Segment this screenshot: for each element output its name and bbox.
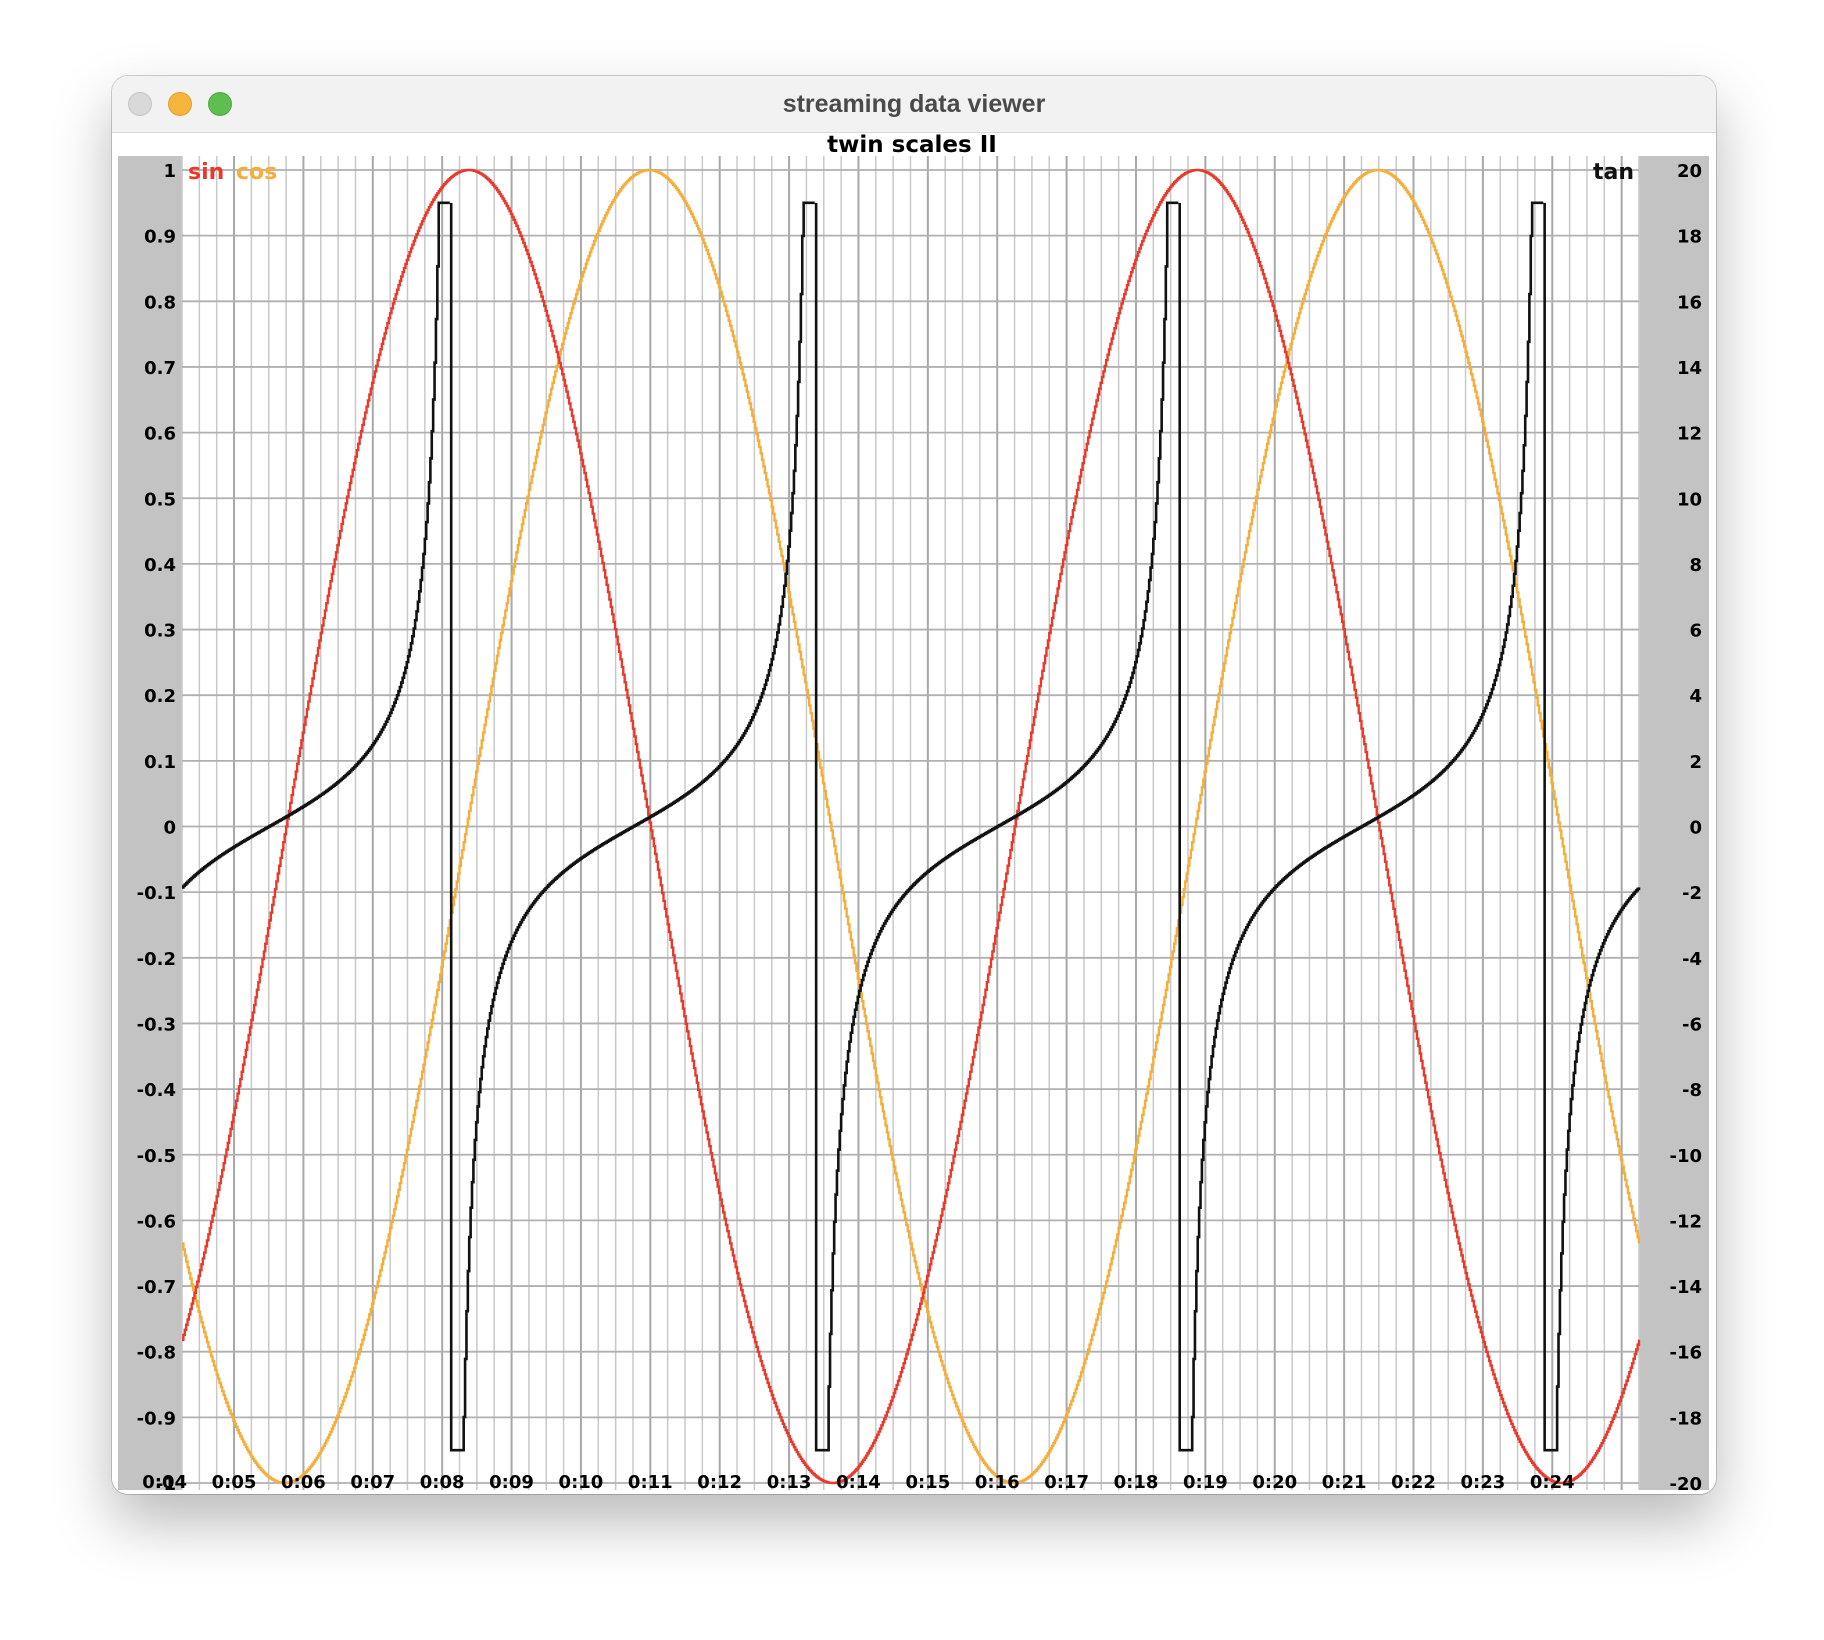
right-tick-label: -8 [1682, 1080, 1702, 1101]
x-tick-label: 0:15 [905, 1472, 950, 1493]
x-tick-label: 0:18 [1114, 1472, 1159, 1493]
left-tick-label: 0.1 [144, 752, 176, 773]
left-tick-label: 0.3 [144, 621, 176, 642]
left-tick-label: 0.9 [144, 227, 176, 248]
x-tick-label: 0:16 [975, 1472, 1020, 1493]
x-tick-label: 0:13 [767, 1472, 812, 1493]
right-tick-label: -10 [1669, 1146, 1702, 1167]
right-tick-label: -16 [1669, 1343, 1702, 1364]
x-tick-label: 0:05 [212, 1472, 257, 1493]
x-tick-label: 0:19 [1183, 1472, 1228, 1493]
left-tick-label: 0.8 [144, 292, 176, 313]
left-tick-label: 0.6 [144, 424, 176, 445]
left-tick-label: -0.7 [137, 1277, 176, 1298]
left-tick-label: 0 [163, 818, 176, 839]
right-tick-label: -2 [1682, 883, 1702, 904]
x-tick-label: 0:07 [350, 1472, 395, 1493]
left-tick-label: -0.8 [137, 1343, 176, 1364]
left-tick-label: -0.9 [137, 1408, 176, 1429]
left-tick-label: 0.2 [144, 686, 176, 707]
x-tick-label: 0:08 [420, 1472, 465, 1493]
right-tick-label: 10 [1677, 489, 1702, 510]
left-tick-label: 1 [163, 161, 176, 182]
right-tick-label: 20 [1677, 161, 1702, 182]
chart-area: 1 0.9 0.8 0.7 0.6 0.5 0.4 0.3 0.2 0.1 0 -0.1 -0.2 -0.… [112, 133, 1716, 1494]
right-tick-label: 12 [1677, 424, 1702, 445]
x-tick-label: 0:21 [1322, 1472, 1367, 1493]
x-tick-label: 0:23 [1461, 1472, 1506, 1493]
x-tick-label: 0:24 [1530, 1472, 1575, 1493]
right-tick-label: 0 [1689, 818, 1702, 839]
right-tick-label: 16 [1677, 292, 1702, 313]
left-tick-label: -0.6 [137, 1211, 176, 1232]
right-tick-label: -4 [1682, 949, 1702, 970]
right-tick-label: -6 [1682, 1014, 1702, 1035]
left-tick-label: -0.2 [137, 949, 176, 970]
legend-sin[interactable]: sin [188, 160, 224, 185]
right-tick-label: 8 [1689, 555, 1702, 576]
left-tick-label: -0.3 [137, 1014, 176, 1035]
right-tick-label: 18 [1677, 227, 1702, 248]
right-tick-label: 4 [1689, 686, 1702, 707]
x-tick-label: 0:12 [697, 1472, 742, 1493]
right-tick-label: 2 [1689, 752, 1702, 773]
right-tick-label: -14 [1669, 1277, 1702, 1298]
x-tick-label: 0:22 [1391, 1472, 1436, 1493]
x-tick-label: 0:09 [489, 1472, 534, 1493]
app-window: streaming data viewer 1 0.9 0.8 0.7 0.6 0.5 0.… [112, 76, 1716, 1494]
left-tick-label: 0.5 [144, 489, 176, 510]
x-tick-label: 0:11 [628, 1472, 673, 1493]
x-axis-ticks: 0:04 0:05 0:06 0:07 0:08 0:09 0:10 0:11 0:12 0:13… [142, 1472, 1574, 1493]
x-tick-label: 0:17 [1044, 1472, 1089, 1493]
chart-svg: 1 0.9 0.8 0.7 0.6 0.5 0.4 0.3 0.2 0.1 0 -0.1 -0.2 -0.… [112, 133, 1716, 1494]
left-tick-label: -0.4 [137, 1080, 176, 1101]
legend-tan[interactable]: tan [1593, 160, 1634, 185]
x-tick-label: 0:14 [836, 1472, 881, 1493]
x-tick-label: 0:06 [281, 1472, 326, 1493]
right-tick-label: 14 [1677, 358, 1702, 379]
right-tick-label: -18 [1669, 1408, 1702, 1429]
left-tick-label: -0.5 [137, 1146, 176, 1167]
right-tick-label: 6 [1689, 621, 1702, 642]
x-tick-label: 0:04 [142, 1472, 187, 1493]
x-tick-label: 0:20 [1252, 1472, 1297, 1493]
right-tick-label: -20 [1669, 1474, 1702, 1494]
title-bar[interactable]: streaming data viewer [112, 76, 1716, 133]
legend-cos[interactable]: cos [236, 160, 277, 185]
right-tick-label: -12 [1669, 1211, 1702, 1232]
left-tick-label: -0.1 [137, 883, 176, 904]
left-tick-label: 0.4 [144, 555, 176, 576]
window-title: streaming data viewer [112, 76, 1716, 132]
chart-title: twin scales II [827, 133, 997, 158]
x-tick-label: 0:10 [559, 1472, 604, 1493]
left-tick-label: 0.7 [144, 358, 176, 379]
